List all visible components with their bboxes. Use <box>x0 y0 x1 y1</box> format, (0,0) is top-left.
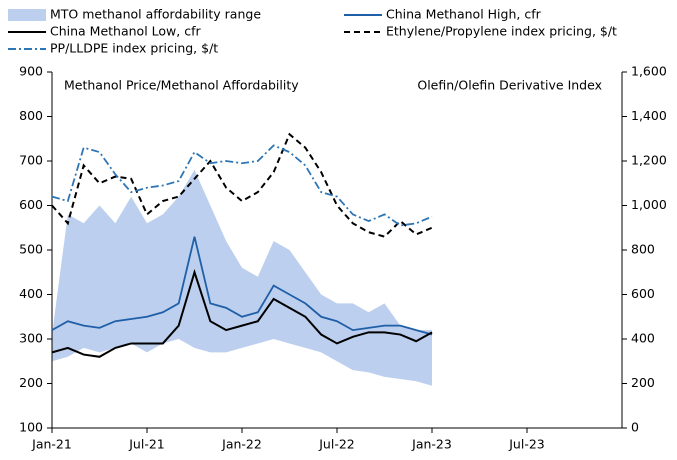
y2-tick-label: 400 <box>631 331 655 346</box>
y-tick-label: 800 <box>19 108 43 123</box>
x-tick-label: Jan-23 <box>411 437 452 452</box>
y-tick-label: 400 <box>19 286 43 301</box>
y-tick-label: 700 <box>19 153 43 168</box>
x-tick-label: Jan-22 <box>221 437 262 452</box>
x-tick-label: Jul-21 <box>128 437 165 452</box>
y-tick-label: 900 <box>19 64 43 79</box>
y2-tick-label: 200 <box>631 375 655 390</box>
legend-label: MTO methanol affordability range <box>50 7 261 22</box>
range-area <box>52 169 432 386</box>
legend-label: PP/LLDPE index pricing, $/t <box>50 41 218 56</box>
y2-tick-label: 1,400 <box>631 108 667 123</box>
series-line <box>51 144 433 227</box>
y-tick-label: 200 <box>19 375 43 390</box>
y2-tick-label: 800 <box>631 242 655 257</box>
legend-swatch <box>8 9 46 21</box>
left-annotation: Methanol Price/Methanol Affordability <box>64 78 299 93</box>
right-annotation: Olefin/Olefin Derivative Index <box>417 78 602 93</box>
y-tick-label: 300 <box>19 331 43 346</box>
x-tick-label: Jan-21 <box>31 437 72 452</box>
series-line <box>51 268 433 358</box>
y2-tick-label: 600 <box>631 286 655 301</box>
y-tick-label: 500 <box>19 242 43 257</box>
legend-label: Ethylene/Propylene index pricing, $/t <box>386 24 617 39</box>
series-line <box>51 236 433 336</box>
x-tick-label: Jul-23 <box>508 437 545 452</box>
legend-label: China Methanol Low, cfr <box>50 24 201 39</box>
x-tick-label: Jul-22 <box>318 437 355 452</box>
y-tick-label: 100 <box>19 420 43 435</box>
y2-tick-label: 1,200 <box>631 153 667 168</box>
y2-tick-label: 1,600 <box>631 64 667 79</box>
y-tick-label: 600 <box>19 197 43 212</box>
legend-label: China Methanol High, cfr <box>386 7 542 22</box>
y2-tick-label: 1,000 <box>631 197 667 212</box>
y2-tick-label: 0 <box>631 420 639 435</box>
series-line <box>51 132 433 238</box>
